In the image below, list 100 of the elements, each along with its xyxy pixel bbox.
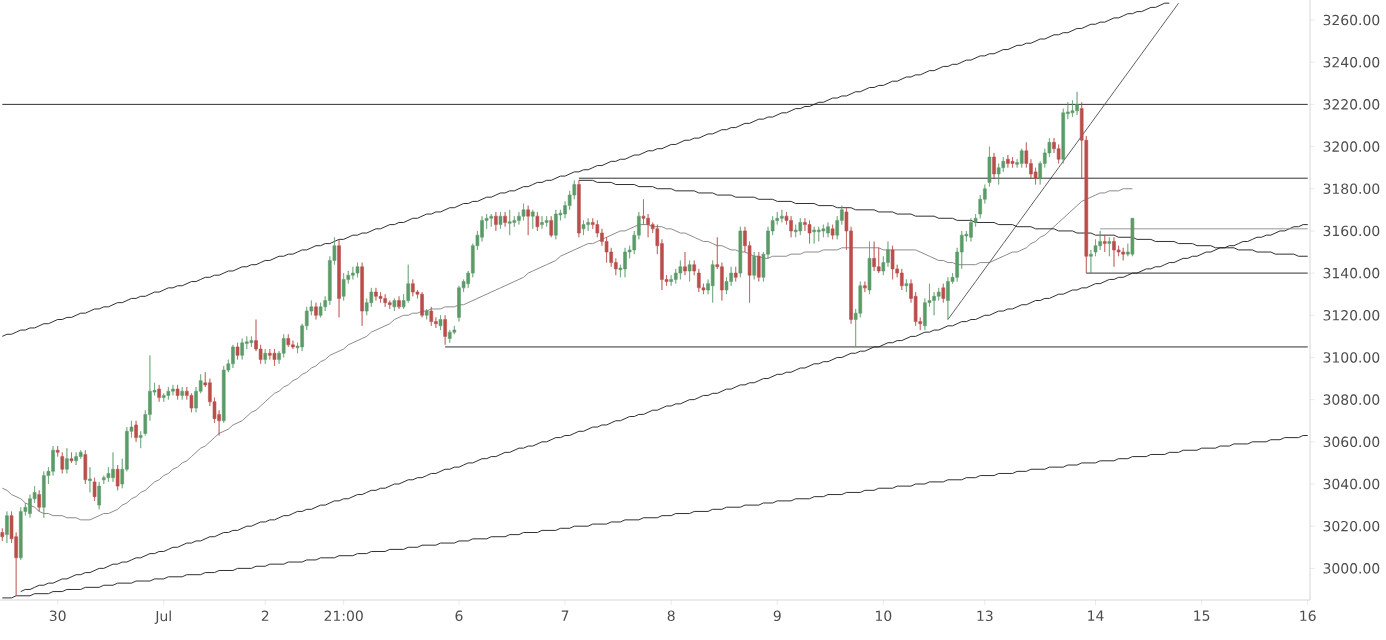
candlestick — [18, 506, 23, 561]
y-tick-label: 3140.00 — [1323, 267, 1380, 279]
candlestick — [37, 490, 41, 512]
x-tick-label: 2 — [261, 610, 269, 621]
candlestick — [992, 152, 996, 179]
candlestick — [443, 314, 447, 346]
y-tick-label: 3000.00 — [1323, 563, 1380, 574]
candlestick — [55, 445, 60, 457]
candlestick — [1019, 148, 1024, 168]
candlestick — [526, 205, 530, 236]
candlestick — [360, 262, 364, 327]
candlestick — [314, 302, 318, 320]
candlestick — [752, 251, 756, 280]
candlestick — [521, 203, 526, 221]
x-tick-label: 15 — [1194, 610, 1210, 621]
candlestick — [355, 262, 360, 278]
candlestick — [683, 251, 687, 276]
candlestick — [166, 386, 171, 400]
candlestick — [498, 211, 503, 230]
candlestick — [710, 260, 715, 303]
candlestick — [138, 430, 143, 449]
candlestick — [867, 241, 872, 295]
y-tick-label: 3180.00 — [1323, 183, 1380, 195]
candlestick — [157, 384, 161, 403]
candlestick — [272, 348, 277, 367]
y-tick-label: 3060.00 — [1323, 436, 1380, 448]
candlestick — [503, 211, 507, 228]
candlestick — [286, 333, 291, 348]
candlestick — [92, 477, 97, 502]
candlestick — [397, 296, 401, 310]
candlestick — [544, 215, 549, 228]
candlestick — [175, 384, 180, 400]
x-tick-label: 30 — [49, 610, 66, 622]
y-tick-label: 3260.00 — [1323, 14, 1380, 26]
candlestick — [581, 220, 586, 236]
candlestick — [83, 449, 88, 485]
y-tick-label: 3240.00 — [1323, 56, 1380, 68]
candlestick — [0, 527, 5, 542]
candlestick — [687, 260, 692, 282]
candlestick — [738, 226, 743, 278]
candlestick — [1102, 234, 1107, 253]
candlestick — [341, 272, 346, 301]
candlestick — [733, 266, 738, 282]
candlestick — [1130, 217, 1135, 257]
candlestick — [816, 226, 821, 242]
candlestick — [5, 511, 9, 544]
candlestick — [337, 239, 341, 318]
candlestick — [531, 209, 535, 230]
x-tick-label: Jul — [154, 610, 171, 624]
x-tick-label: 8 — [667, 610, 675, 622]
candlestick — [115, 464, 120, 491]
candlestick — [692, 260, 696, 276]
candlestick — [424, 308, 429, 320]
candlestick — [235, 342, 240, 360]
candlestick — [507, 209, 512, 236]
candlestick — [97, 481, 101, 510]
candlestick — [678, 260, 683, 280]
candlestick — [392, 298, 397, 312]
candlestick — [798, 217, 803, 236]
candlestick — [577, 180, 581, 238]
candlestick — [60, 452, 65, 474]
candlestick — [438, 314, 443, 331]
candlestick — [535, 211, 540, 232]
candlestick — [447, 329, 452, 343]
x-tick-label: 16 — [1300, 610, 1316, 622]
candlestick — [863, 281, 867, 293]
candlestick — [890, 245, 895, 280]
candlestick — [494, 211, 498, 232]
y-tick-label: 3120.00 — [1323, 310, 1380, 321]
candlestick — [757, 251, 761, 282]
candlestick — [821, 224, 826, 238]
x-tick-label: 9 — [773, 610, 781, 622]
y-tick-label: 3020.00 — [1323, 520, 1380, 532]
candlestick — [489, 213, 494, 228]
candlestick — [378, 291, 383, 303]
candlestick — [263, 348, 268, 365]
candlestick — [941, 283, 946, 303]
y-tick-label: 3220.00 — [1323, 99, 1380, 110]
candlestick — [249, 336, 254, 348]
candlestick — [1010, 156, 1015, 168]
candlestick — [904, 279, 909, 293]
candlestick — [69, 452, 74, 464]
x-tick-label: 14 — [1088, 610, 1104, 621]
x-tick-label: 6 — [455, 610, 463, 622]
candlestick — [549, 215, 553, 238]
candlestick — [987, 146, 992, 187]
y-tick-label: 3080.00 — [1323, 394, 1380, 405]
y-tick-label: 3040.00 — [1323, 478, 1380, 490]
candlestick — [429, 306, 434, 327]
y-tick-label: 3160.00 — [1323, 225, 1380, 237]
y-tick-label: 3100.00 — [1323, 352, 1380, 363]
x-tick-label: 7 — [561, 610, 569, 621]
candlestick — [180, 386, 184, 400]
x-tick-label: 13 — [977, 610, 993, 622]
x-tick-label: 21:00 — [324, 610, 363, 622]
candlestick — [134, 420, 138, 443]
candlestick — [88, 466, 92, 493]
candlestick — [65, 447, 69, 474]
y-tick-label: 3200.00 — [1323, 141, 1380, 152]
candlestick — [830, 224, 835, 240]
